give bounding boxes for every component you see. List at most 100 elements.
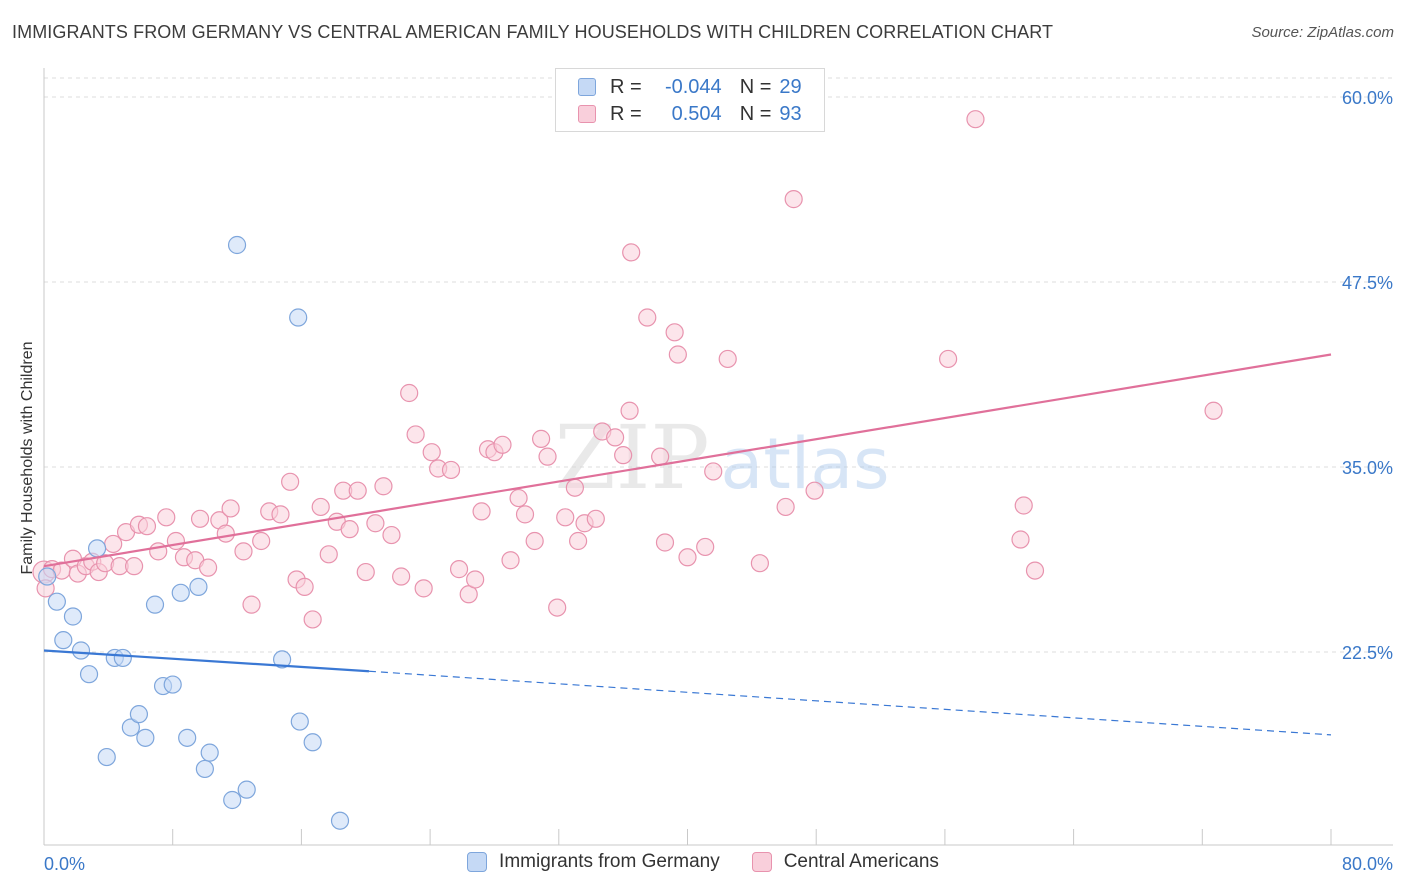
trend-line-germany-extrapolated	[368, 670, 1332, 736]
data-point-central-americans	[124, 557, 144, 576]
data-point-central-americans	[704, 462, 723, 481]
data-point-central-americans	[538, 447, 557, 466]
data-point-central-americans	[216, 524, 235, 543]
source-label: Source: ZipAtlas.com	[1251, 24, 1394, 41]
legend-n-label: N =	[739, 102, 772, 125]
data-point-central-americans	[198, 558, 218, 577]
data-point-central-americans	[472, 502, 491, 521]
data-point-central-americans	[242, 595, 261, 614]
data-point-central-americans	[221, 499, 240, 518]
data-point-central-americans	[696, 537, 715, 557]
data-point-central-americans	[614, 446, 633, 465]
data-point-germany	[223, 790, 242, 810]
data-point-germany	[79, 665, 99, 684]
data-point-central-americans	[668, 345, 687, 364]
data-point-central-americans	[271, 505, 290, 524]
data-point-central-americans	[493, 435, 512, 454]
watermark: ZIP atlas	[554, 406, 889, 509]
trend-lines	[43, 353, 1332, 736]
data-point-central-americans	[569, 531, 588, 551]
data-point-central-americans	[392, 567, 411, 586]
data-point-central-americans	[501, 551, 520, 570]
legend-r-value-germany: -0.044	[664, 75, 722, 98]
data-point-central-americans	[565, 478, 584, 497]
series-swatch-central-americans	[751, 852, 772, 872]
series-label-germany: Immigrants from Germany	[499, 851, 720, 872]
data-point-central-americans	[638, 308, 657, 327]
data-point-germany	[290, 712, 309, 731]
data-point-germany	[47, 592, 66, 611]
data-point-central-americans	[449, 560, 469, 579]
y-tick-label: 47.5%	[1342, 273, 1393, 293]
data-point-central-americans	[655, 533, 675, 552]
data-point-central-americans	[166, 531, 186, 551]
data-point-germany	[97, 747, 116, 767]
legend-n-label: N =	[739, 75, 772, 98]
legend-r-value-central-americans: 0.504	[671, 102, 722, 125]
data-point-germany	[121, 718, 140, 737]
data-point-germany	[189, 577, 208, 596]
data-point-central-americans	[606, 428, 625, 447]
y-tick-label: 22.5%	[1342, 643, 1393, 663]
data-point-central-americans	[137, 517, 157, 536]
data-point-central-americans	[356, 562, 375, 582]
data-point-germany	[113, 648, 132, 668]
data-point-central-americans	[190, 509, 210, 528]
data-point-germany	[129, 705, 149, 724]
data-point-central-americans	[586, 509, 605, 528]
data-point-germany	[303, 733, 322, 752]
data-point-germany	[136, 728, 155, 747]
data-point-germany	[171, 583, 190, 602]
data-point-central-americans	[441, 460, 461, 480]
axes	[43, 68, 1393, 846]
data-point-central-americans	[1014, 496, 1033, 515]
legend-n-value-germany: 29	[779, 75, 802, 98]
data-point-central-americans	[281, 472, 300, 491]
legend-row-central-americans: R = 0.504 N = 93	[578, 102, 802, 126]
legend-r-label: R =	[610, 75, 642, 98]
data-point-central-americans	[750, 554, 769, 573]
legend-row-germany: R = -0.044 N = 29	[578, 75, 802, 99]
data-point-central-americans	[311, 497, 330, 517]
data-point-central-americans	[303, 610, 322, 629]
data-point-germany	[330, 811, 350, 830]
data-point-central-americans	[366, 514, 385, 533]
chart-title: IMMIGRANTS FROM GERMANY VS CENTRAL AMERI…	[12, 22, 1054, 42]
data-point-central-americans	[319, 545, 338, 564]
y-tick-label: 60.0%	[1342, 88, 1393, 108]
trend-line-central-americans	[43, 353, 1332, 568]
data-point-central-americans	[939, 349, 958, 369]
data-point-central-americans	[776, 497, 795, 517]
data-point-central-americans	[532, 429, 551, 448]
data-point-central-americans	[422, 443, 441, 462]
data-point-central-americans	[805, 481, 824, 500]
series-legend-item-central-americans[interactable]: Central Americans	[751, 851, 939, 873]
data-point-central-americans	[348, 481, 367, 500]
data-point-central-americans	[295, 577, 314, 596]
data-point-germany	[195, 759, 214, 779]
data-point-central-americans	[651, 447, 670, 466]
series-swatch-germany	[467, 852, 488, 872]
series-legend: Immigrants from Germany Central American…	[0, 851, 1406, 873]
legend-r-label: R =	[610, 102, 642, 125]
data-point-germany	[289, 308, 308, 327]
data-point-central-americans	[400, 383, 419, 403]
data-point-central-americans	[525, 531, 544, 551]
grid-lines	[44, 77, 1393, 653]
tick-labels: 22.5% 35.0% 47.5% 60.0% 0.0% 80.0%	[44, 88, 1393, 874]
data-point-central-americans	[678, 548, 697, 567]
trend-line-germany	[43, 649, 370, 673]
data-point-germany	[227, 235, 247, 255]
legend-swatch-germany	[578, 78, 596, 96]
data-point-germany	[71, 641, 91, 660]
data-point-central-americans	[1025, 561, 1045, 580]
y-tick-label: 35.0%	[1342, 458, 1393, 478]
data-point-central-americans	[252, 531, 271, 551]
data-point-germany	[87, 539, 107, 558]
data-point-central-americans	[1204, 401, 1223, 420]
x-tick-label-max: 80.0%	[1342, 854, 1393, 874]
data-point-germany	[200, 743, 219, 762]
series-legend-item-germany[interactable]: Immigrants from Germany	[467, 851, 720, 873]
series-label-central-americans: Central Americans	[783, 851, 939, 872]
